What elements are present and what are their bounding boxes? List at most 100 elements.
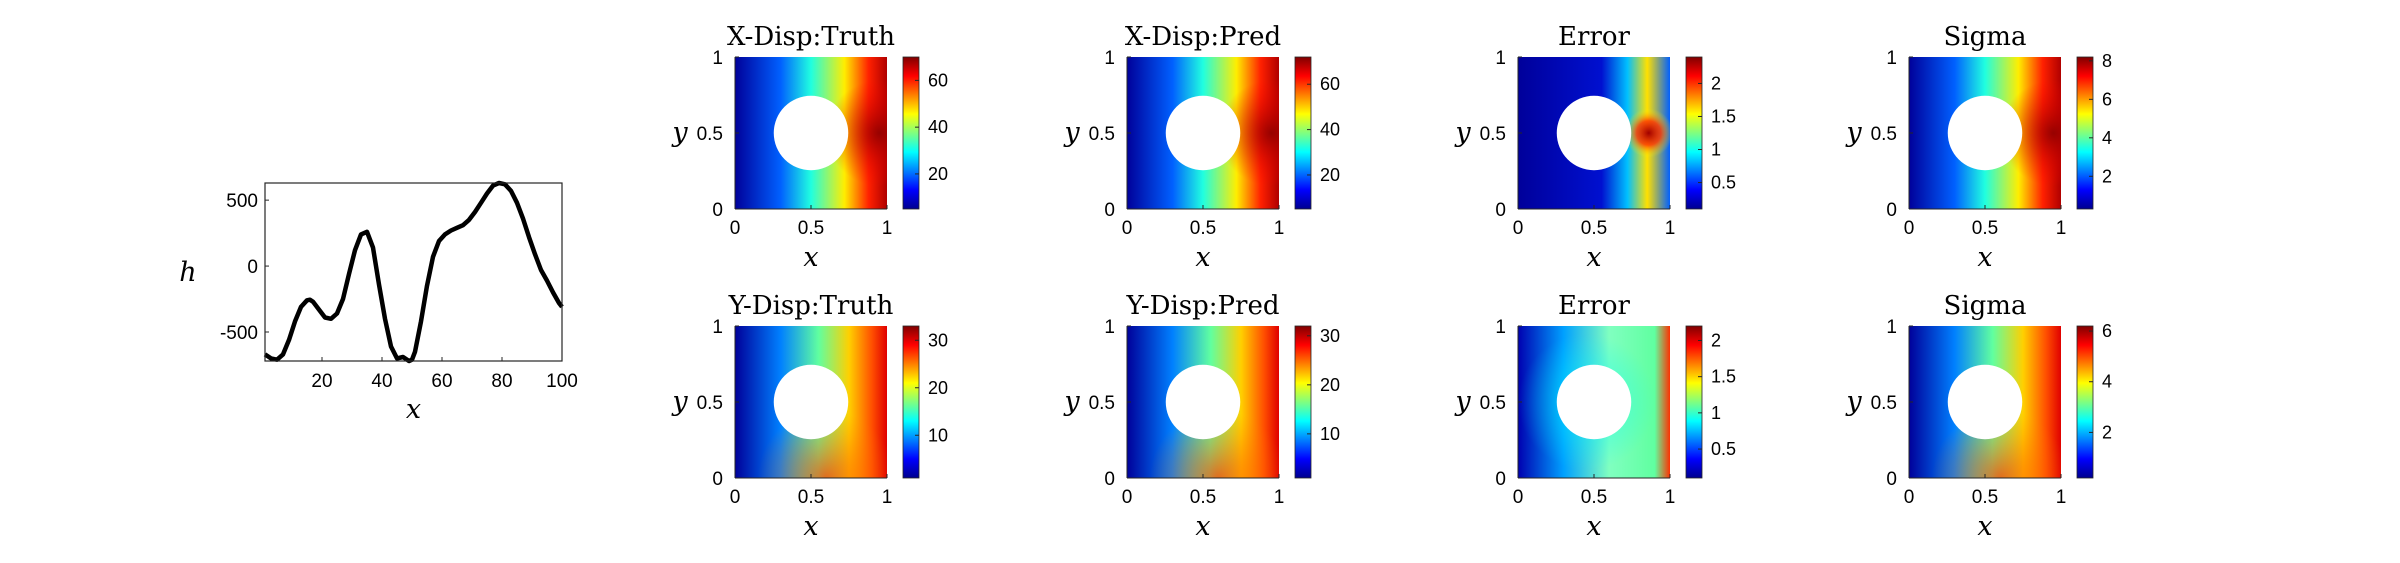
- x-tick-label: 0: [1513, 218, 1524, 239]
- hole: [1556, 364, 1632, 440]
- y-tick-label: 0: [1104, 200, 1115, 221]
- y-tick-label: 0: [247, 257, 258, 278]
- y-tick-label: 500: [226, 191, 258, 212]
- hole: [773, 95, 849, 171]
- colorbar-tick-label: 8: [2102, 51, 2112, 71]
- x-tick-label: 1: [2056, 218, 2067, 239]
- y-tick-label: 1: [712, 317, 723, 338]
- y-tick-label: 0: [1495, 469, 1506, 490]
- panel-title: X-Disp:Pred: [1125, 22, 1281, 52]
- x-tick-label: 80: [491, 371, 512, 392]
- y-tick-label: 1: [1495, 48, 1506, 69]
- y-tick-label: 0: [1495, 200, 1506, 221]
- x-tick-label: 1: [1274, 218, 1285, 239]
- colorbar: [1685, 56, 1703, 210]
- x-tick-label: 0: [1904, 218, 1915, 239]
- heatmap-panel: Error 0 0.5 1 1 0.5 0 x y 2 1.5 1 0.5: [1454, 291, 1736, 542]
- hole: [1947, 95, 2023, 171]
- y-axis-label: y: [671, 386, 688, 417]
- y-tick-label: -500: [220, 323, 258, 344]
- x-tick-label: 0.5: [1972, 487, 1998, 508]
- colorbar-tick-label: 0.5: [1711, 439, 1736, 459]
- hole: [1556, 95, 1632, 171]
- heatmap-panel: X-Disp:Pred 0 0.5 1 1 0.5 0 x y 60 40 20: [1063, 22, 1340, 273]
- x-tick-label: 100: [546, 371, 578, 392]
- y-tick-label: 0.5: [697, 393, 723, 414]
- colorbar-tick-label: 20: [928, 378, 948, 398]
- heatmap-panel: Y-Disp:Truth 0 0.5 1 1 0.5 0 x y 30 20 10: [671, 291, 948, 542]
- x-tick-label: 0.5: [798, 218, 824, 239]
- y-tick-label: 0.5: [1871, 393, 1897, 414]
- plot-frame: [264, 182, 563, 362]
- panel-title: Error: [1558, 291, 1630, 321]
- colorbar-tick-label: 10: [1320, 424, 1340, 444]
- hole: [1165, 95, 1241, 171]
- x-tick-label: 60: [431, 371, 452, 392]
- x-axis-label: x: [1586, 511, 1601, 542]
- colorbar: [2076, 325, 2094, 479]
- y-tick-label: 0.5: [1480, 124, 1506, 145]
- x-axis-label: x: [803, 511, 818, 542]
- colorbar-tick-label: 1.5: [1711, 106, 1736, 126]
- y-axis-label: y: [1454, 117, 1471, 148]
- heatmap-panel: Error 0 0.5 1 1 0.5 0 x y 2 1.5 1 0.5: [1454, 22, 1736, 273]
- y-tick-label: 0.5: [1089, 124, 1115, 145]
- x-tick-label: 40: [371, 371, 392, 392]
- colorbar-tick-label: 2: [2102, 422, 2112, 442]
- colorbar-tick-label: 1: [1711, 403, 1721, 423]
- colorbar: [1685, 325, 1703, 479]
- colorbar: [902, 325, 920, 479]
- hole: [1165, 364, 1241, 440]
- x-tick-label: 20: [311, 371, 332, 392]
- y-tick-label: 1: [1495, 317, 1506, 338]
- colorbar-tick-label: 6: [2102, 321, 2112, 341]
- y-tick-label: 0.5: [697, 124, 723, 145]
- y-tick-label: 0: [1886, 200, 1897, 221]
- panel-title: Y-Disp:Truth: [728, 291, 894, 321]
- y-tick-label: 0.5: [1480, 393, 1506, 414]
- colorbar-tick-label: 1: [1711, 140, 1721, 160]
- y-axis-label: y: [1845, 386, 1862, 417]
- y-tick-label: 1: [1104, 48, 1115, 69]
- y-tick-label: 0: [1104, 469, 1115, 490]
- x-tick-label: 0: [1122, 218, 1133, 239]
- colorbar-tick-label: 40: [928, 117, 948, 137]
- x-tick-label: 0.5: [1190, 487, 1216, 508]
- colorbar: [902, 56, 920, 210]
- x-tick-label: 1: [1274, 487, 1285, 508]
- panel-title: Error: [1558, 22, 1630, 52]
- panel-title: Sigma: [1944, 291, 2027, 321]
- hole: [1947, 364, 2023, 440]
- x-tick-label: 0: [1122, 487, 1133, 508]
- colorbar-tick-label: 2: [2102, 166, 2112, 186]
- x-axis-label: x: [1586, 242, 1601, 273]
- y-axis-label: y: [1063, 386, 1080, 417]
- heatmap-panel: X-Disp:Truth 0 0.5 1 1 0.5 0 x y 60 40 20: [671, 22, 948, 273]
- colorbar-tick-label: 2: [1711, 330, 1721, 350]
- x-tick-label: 1: [2056, 487, 2067, 508]
- colorbar-tick-label: 20: [1320, 375, 1340, 395]
- colorbar-tick-label: 6: [2102, 89, 2112, 109]
- colorbar-tick-label: 0.5: [1711, 173, 1736, 193]
- x-tick-label: 0.5: [1581, 218, 1607, 239]
- y-axis-label: y: [1845, 117, 1862, 148]
- colorbar: [1294, 325, 1312, 479]
- x-tick-label: 0: [730, 218, 741, 239]
- x-axis-label: x: [1195, 511, 1210, 542]
- heatmap-panel: Sigma 0 0.5 1 1 0.5 0 x y 6 4 2: [1845, 291, 2112, 542]
- x-tick-label: 0: [1513, 487, 1524, 508]
- y-tick-label: 1: [1886, 317, 1897, 338]
- x-tick-label: 0.5: [1190, 218, 1216, 239]
- x-axis-label: x: [1977, 242, 1992, 273]
- y-tick-label: 1: [712, 48, 723, 69]
- panel-title: Sigma: [1944, 22, 2027, 52]
- x-tick-label: 1: [882, 218, 893, 239]
- x-axis-label: x: [406, 394, 421, 425]
- hole: [773, 364, 849, 440]
- y-axis-label: h: [179, 257, 196, 288]
- y-axis-label: y: [1454, 386, 1471, 417]
- line-chart: 20 40 60 80 100 500 0 -500 x h: [179, 180, 578, 425]
- y-tick-label: 0.5: [1089, 393, 1115, 414]
- colorbar-tick-label: 60: [1320, 74, 1340, 94]
- colorbar: [2076, 56, 2094, 210]
